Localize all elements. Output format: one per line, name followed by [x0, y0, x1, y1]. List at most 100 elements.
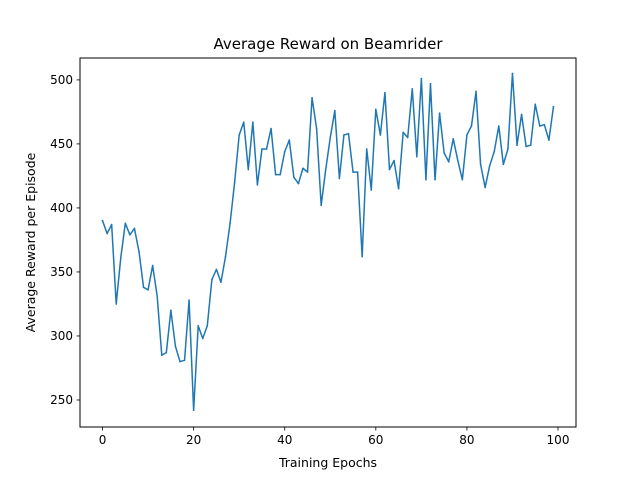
- data-point: [484, 186, 486, 189]
- data-point: [552, 105, 555, 108]
- y-tick-label: 500: [50, 73, 73, 87]
- data-point: [420, 77, 423, 80]
- data-point: [110, 223, 113, 226]
- data-point: [288, 139, 291, 141]
- data-point: [493, 150, 496, 153]
- data-point: [534, 103, 537, 106]
- x-tick-label: 100: [547, 433, 570, 447]
- data-point: [252, 121, 254, 123]
- data-point: [324, 168, 327, 171]
- data-point: [461, 178, 464, 181]
- data-point: [425, 178, 427, 181]
- data-point: [466, 134, 468, 136]
- y-axis: 250 300 350 400 450 500: [50, 73, 80, 407]
- data-point: [443, 152, 445, 154]
- data-point: [238, 134, 240, 136]
- data-point: [370, 189, 373, 191]
- y-tick-label: 350: [50, 265, 73, 279]
- data-point: [320, 204, 322, 207]
- data-point: [352, 171, 354, 173]
- data-point: [283, 150, 286, 153]
- data-point: [411, 88, 414, 90]
- data-point: [429, 82, 432, 85]
- data-point: [447, 161, 450, 163]
- data-point: [315, 127, 318, 130]
- y-axis-label: Average Reward per Episode: [23, 152, 38, 332]
- data-point: [160, 354, 163, 356]
- data-point: [179, 360, 181, 363]
- data-point: [338, 177, 341, 180]
- data-point: [488, 164, 491, 167]
- data-point: [343, 134, 345, 136]
- data-point: [397, 187, 400, 190]
- data-point: [197, 324, 199, 327]
- y-tick-label: 400: [50, 201, 73, 215]
- chart-title: Average Reward on Beamrider: [213, 35, 443, 53]
- data-point: [329, 136, 332, 139]
- y-tick-label: 250: [50, 393, 73, 407]
- y-tick-label: 450: [50, 137, 73, 151]
- data-point: [297, 182, 300, 185]
- data-point: [201, 337, 204, 340]
- data-point: [233, 181, 236, 184]
- data-point: [529, 144, 532, 146]
- data-point: [215, 268, 218, 271]
- data-point: [452, 137, 455, 140]
- data-point: [142, 286, 145, 289]
- x-tick-label: 80: [459, 433, 474, 447]
- data-point: [311, 97, 313, 99]
- data-point: [356, 171, 359, 173]
- data-point: [256, 184, 259, 186]
- data-point: [170, 309, 172, 312]
- data-point: [106, 232, 108, 235]
- x-axis: 0 20 40 60 80 100: [99, 427, 570, 447]
- data-point: [498, 125, 500, 127]
- data-point: [129, 234, 131, 236]
- data-point: [206, 324, 209, 327]
- data-point: [511, 72, 514, 75]
- data-point: [211, 278, 213, 281]
- data-point: [302, 167, 304, 170]
- data-point: [334, 109, 336, 112]
- data-point: [384, 91, 386, 94]
- x-tick-label: 0: [99, 433, 107, 447]
- y-tick-label: 300: [50, 329, 73, 343]
- data-point: [188, 299, 190, 301]
- data-point: [242, 121, 245, 123]
- data-point: [548, 139, 550, 141]
- data-point: [183, 359, 186, 362]
- data-point: [416, 155, 418, 158]
- data-point: [138, 250, 140, 253]
- data-point: [224, 255, 227, 258]
- data-point: [229, 222, 231, 225]
- data-point: [119, 257, 122, 259]
- data-point: [438, 112, 441, 114]
- data-point: [479, 163, 482, 166]
- data-point: [361, 255, 363, 258]
- data-point: [379, 134, 382, 136]
- data-point: [247, 168, 250, 171]
- data-point: [470, 125, 473, 127]
- data-point: [365, 148, 368, 150]
- data-point: [516, 144, 518, 146]
- data-point: [270, 127, 272, 130]
- data-point: [388, 168, 391, 171]
- data-point: [147, 289, 149, 291]
- data-point: [402, 131, 404, 134]
- data-point: [543, 123, 546, 126]
- data-point: [520, 113, 523, 116]
- x-tick-label: 40: [277, 433, 292, 447]
- data-point: [457, 159, 459, 162]
- data-point: [306, 171, 309, 173]
- data-point: [393, 159, 395, 162]
- data-point: [115, 303, 118, 305]
- data-point: [274, 173, 277, 176]
- data-point: [165, 351, 168, 354]
- data-point: [279, 173, 281, 176]
- data-point: [156, 295, 158, 298]
- x-tick-label: 20: [186, 433, 201, 447]
- data-point: [347, 132, 350, 135]
- data-point: [538, 125, 541, 127]
